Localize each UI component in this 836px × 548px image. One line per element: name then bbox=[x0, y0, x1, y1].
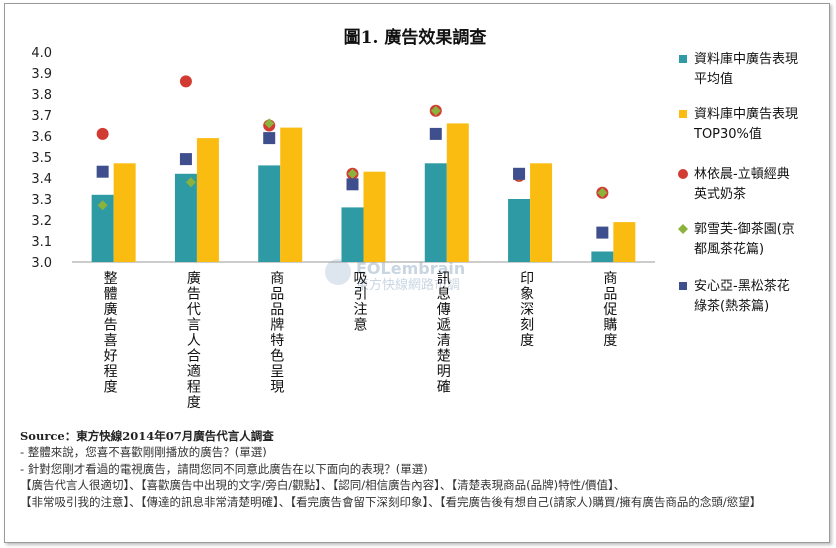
bar bbox=[91, 194, 114, 262]
note-line-4: 【非常吸引我的注意】、【傳達的訊息非常清楚明確】、【看完廣告會留下深刻印象】、【… bbox=[20, 494, 762, 509]
category-label: 商品促購度 bbox=[603, 271, 617, 349]
legend-label: 資料庫中廣告表現平均值 bbox=[694, 52, 798, 87]
chart-frame bbox=[4, 3, 830, 543]
bar bbox=[196, 138, 219, 262]
data-point-square bbox=[596, 226, 609, 239]
y-tick-label: 3.6 bbox=[31, 130, 52, 145]
notes: Source：東方快線2014年07月廣告代言人調查 - 整體來說，您喜不喜歡剛… bbox=[20, 428, 820, 510]
data-point-square bbox=[263, 132, 276, 145]
bar bbox=[280, 127, 303, 262]
data-point-square bbox=[429, 127, 442, 140]
legend-swatch bbox=[679, 55, 687, 63]
watermark-logo bbox=[325, 259, 351, 285]
note-line-1: - 整體來說，您喜不喜歡剛剛播放的廣告？(單選) bbox=[20, 445, 267, 460]
bar bbox=[363, 171, 386, 262]
markers bbox=[96, 75, 609, 239]
legend-label: 林依晨-立頓經典英式奶茶 bbox=[694, 167, 790, 202]
bar bbox=[530, 163, 553, 262]
category-label: 商品品牌特色呈現 bbox=[270, 271, 284, 396]
bar bbox=[591, 251, 614, 262]
bar bbox=[613, 222, 636, 262]
bar bbox=[113, 163, 136, 262]
category-label: 整體廣告喜好程度 bbox=[104, 271, 118, 396]
data-point-square bbox=[96, 165, 109, 178]
data-point-diamond bbox=[597, 187, 608, 198]
category-label: 吸引注意 bbox=[354, 271, 368, 334]
y-tick-label: 3.5 bbox=[31, 151, 52, 166]
category-label: 印象深刻度 bbox=[520, 271, 534, 349]
data-point-diamond bbox=[347, 168, 358, 179]
y-tick-label: 3.3 bbox=[31, 193, 52, 208]
chart-title: 圖1. 廣告效果調查 bbox=[344, 27, 488, 48]
y-tick-label: 3.9 bbox=[31, 67, 52, 82]
legend-label: 郭雪芙-御茶園(京都風茶花篇) bbox=[694, 221, 795, 257]
legend-swatch bbox=[678, 224, 688, 234]
legend-label: 資料庫中廣告表現 TOP30%值 bbox=[693, 107, 798, 142]
legend-label: 安心亞-黑松茶花綠茶(熱茶篇) bbox=[694, 278, 790, 314]
data-point-square bbox=[346, 178, 359, 191]
bar bbox=[341, 207, 364, 262]
data-point-circle bbox=[179, 75, 192, 88]
bar bbox=[446, 123, 469, 263]
source-note: Source：東方快線2014年07月廣告代言人調查 bbox=[20, 429, 274, 443]
y-tick-label: 3.4 bbox=[31, 172, 52, 187]
legend-swatch bbox=[678, 169, 688, 179]
data-point-diamond bbox=[185, 177, 196, 188]
bar bbox=[174, 173, 197, 262]
bar bbox=[258, 165, 281, 262]
legend-swatch bbox=[679, 110, 687, 118]
axes: 3.0 3.1 3.2 3.3 3.4 3.5 3.6 3.7 3.8 3.9 4.0 bbox=[31, 46, 655, 271]
data-point-circle bbox=[96, 127, 109, 140]
legend-swatch bbox=[679, 282, 687, 290]
data-point-square bbox=[179, 153, 192, 166]
y-tick-label: 3.7 bbox=[31, 109, 52, 124]
category-label: 訊息傳遞清楚明確 bbox=[437, 271, 451, 396]
y-tick-label: 3.2 bbox=[31, 214, 52, 229]
data-point-diamond bbox=[430, 105, 441, 116]
watermark-sub: 東方快線網路市調 bbox=[356, 277, 460, 293]
y-tick-label: 4.0 bbox=[31, 46, 52, 61]
y-tick-label: 3.1 bbox=[31, 235, 52, 250]
y-tick-label: 3.0 bbox=[31, 256, 52, 271]
category-label: 廣告代言人合適程度 bbox=[187, 270, 201, 411]
data-point-diamond bbox=[264, 118, 275, 129]
bar bbox=[424, 163, 447, 262]
category-labels: 整體廣告喜好程度 廣告代言人合適程度 商品品牌特色呈現 吸引注意 訊息傳遞清楚明確 印象深… bbox=[104, 270, 618, 411]
data-point-square bbox=[513, 167, 526, 180]
data-point-diamond bbox=[97, 200, 108, 211]
watermark-brand: EOLembrain bbox=[356, 259, 465, 278]
y-tick-label: 3.8 bbox=[31, 88, 52, 103]
note-line-2: - 針對您剛才看過的電視廣告，請問您同不同意此廣告在以下面向的表現？(單選) bbox=[20, 461, 428, 476]
note-line-3: 【廣告代言人很適切】、【喜歡廣告中出現的文字/旁白/觀點】、【認同/相信廣告內容… bbox=[20, 478, 626, 493]
bars bbox=[91, 123, 636, 263]
bar bbox=[508, 199, 531, 262]
watermark: EOLembrain 東方快線網路市調 bbox=[325, 259, 465, 293]
